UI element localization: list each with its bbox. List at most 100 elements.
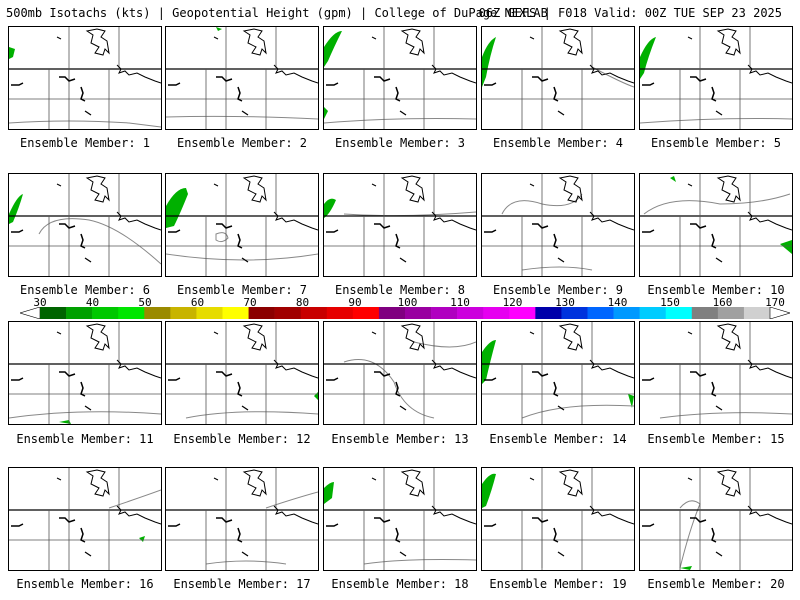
colorbar-swatch [509, 307, 536, 319]
colorbar-swatch [248, 307, 275, 319]
colorbar-swatch [222, 307, 249, 319]
colorbar-swatch [118, 307, 145, 319]
colorbar-swatch [170, 307, 197, 319]
ensemble-map-panel [8, 173, 162, 277]
ensemble-member-label: Ensemble Member: 11 [16, 432, 154, 446]
colorbar-swatch [196, 307, 223, 319]
colorbar-swatch [431, 307, 458, 319]
colorbar-swatch [613, 307, 640, 319]
colorbar-tick-label: 100 [397, 296, 418, 309]
map-canvas [166, 468, 318, 570]
map-canvas [9, 27, 161, 129]
colorbar-tick-label: 50 [138, 296, 152, 309]
ensemble-map-panel [165, 26, 319, 130]
ensemble-member-label: Ensemble Member: 6 [19, 283, 151, 297]
colorbar-tick-label: 30 [33, 296, 47, 309]
ensemble-map-panel [639, 173, 793, 277]
colorbar-swatch [405, 307, 432, 319]
map-canvas [9, 174, 161, 276]
ensemble-map-panel [8, 321, 162, 425]
ensemble-member-label: Ensemble Member: 5 [650, 136, 782, 150]
ensemble-member-label: Ensemble Member: 7 [176, 283, 308, 297]
ensemble-member-label: Ensemble Member: 14 [489, 432, 627, 446]
colorbar-tick-label: 90 [348, 296, 362, 309]
ensemble-member-label: Ensemble Member: 8 [334, 283, 466, 297]
ensemble-member-label: Ensemble Member: 18 [331, 577, 469, 591]
ensemble-member-label: Ensemble Member: 19 [489, 577, 627, 591]
map-canvas [324, 468, 476, 570]
ensemble-map-panel [323, 321, 477, 425]
chart-title: 500mb Isotachs (kts) | Geopotential Heig… [6, 6, 548, 20]
map-canvas [482, 468, 634, 570]
ensemble-member-label: Ensemble Member: 9 [492, 283, 624, 297]
ensemble-member-label: Ensemble Member: 4 [492, 136, 624, 150]
colorbar-swatch [587, 307, 614, 319]
map-canvas [482, 27, 634, 129]
colorbar-swatch [535, 307, 562, 319]
colorbar-tick-label: 160 [712, 296, 733, 309]
ensemble-map-panel [8, 26, 162, 130]
ensemble-map-panel [165, 321, 319, 425]
map-canvas [482, 322, 634, 424]
ensemble-member-label: Ensemble Member: 1 [19, 136, 151, 150]
map-canvas [640, 27, 792, 129]
ensemble-map-panel [481, 173, 635, 277]
ensemble-member-label: Ensemble Member: 12 [173, 432, 311, 446]
ensemble-map-panel [639, 467, 793, 571]
colorbar-swatch [457, 307, 484, 319]
ensemble-map-panel [639, 321, 793, 425]
map-canvas [324, 174, 476, 276]
colorbar-tick-label: 60 [190, 296, 205, 309]
ensemble-member-label: Ensemble Member: 16 [16, 577, 154, 591]
colorbar-tick-label: 80 [295, 296, 310, 309]
colorbar-swatch [743, 307, 771, 319]
run-info: 06Z GEFS | F018 Valid: 00Z TUE SEP 23 20… [478, 6, 782, 20]
colorbar-tick-label: 40 [85, 296, 100, 309]
map-canvas [166, 322, 318, 424]
ensemble-map-panel [639, 26, 793, 130]
ensemble-member-label: Ensemble Member: 13 [331, 432, 469, 446]
colorbar-swatch [378, 307, 406, 319]
colorbar-swatch [300, 307, 328, 319]
colorbar-swatch [691, 307, 719, 319]
colorbar-tick-label: 130 [555, 296, 575, 309]
map-canvas [166, 174, 318, 276]
map-canvas [166, 27, 318, 129]
colorbar-swatch [274, 307, 302, 319]
ensemble-member-label: Ensemble Member: 15 [647, 432, 785, 446]
ensemble-member-label: Ensemble Member: 2 [176, 136, 308, 150]
colorbar-swatch [717, 307, 745, 319]
map-canvas [9, 468, 161, 570]
ensemble-map-panel [323, 467, 477, 571]
map-canvas [482, 174, 634, 276]
map-canvas [640, 174, 792, 276]
ensemble-member-label: Ensemble Member: 20 [647, 577, 785, 591]
ensemble-member-label: Ensemble Member: 10 [647, 283, 785, 297]
colorbar-tick-label: 110 [450, 296, 470, 309]
ensemble-member-label: Ensemble Member: 17 [173, 577, 311, 591]
colorbar-swatch [665, 307, 693, 319]
ensemble-map-panel [165, 173, 319, 277]
map-canvas [324, 322, 476, 424]
colorbar-swatch [483, 307, 510, 319]
colorbar-min-arrow [20, 307, 41, 319]
map-canvas [9, 322, 161, 424]
ensemble-map-panel [481, 26, 635, 130]
colorbar-swatch [92, 307, 119, 319]
colorbar-max-arrow [769, 307, 790, 319]
ensemble-map-panel [481, 467, 635, 571]
colorbar [20, 307, 790, 319]
map-canvas [324, 27, 476, 129]
colorbar-swatch [144, 307, 171, 319]
colorbar-tick-label: 170 [765, 296, 785, 309]
ensemble-map-panel [323, 173, 477, 277]
colorbar-swatch [66, 307, 93, 319]
ensemble-map-panel [481, 321, 635, 425]
map-canvas [640, 322, 792, 424]
colorbar-swatch [561, 307, 588, 319]
colorbar-tick-label: 70 [243, 296, 257, 309]
colorbar-tick-label: 150 [660, 296, 680, 309]
ensemble-map-panel [165, 467, 319, 571]
colorbar-swatch [326, 307, 354, 319]
colorbar-tick-label: 120 [502, 296, 523, 309]
